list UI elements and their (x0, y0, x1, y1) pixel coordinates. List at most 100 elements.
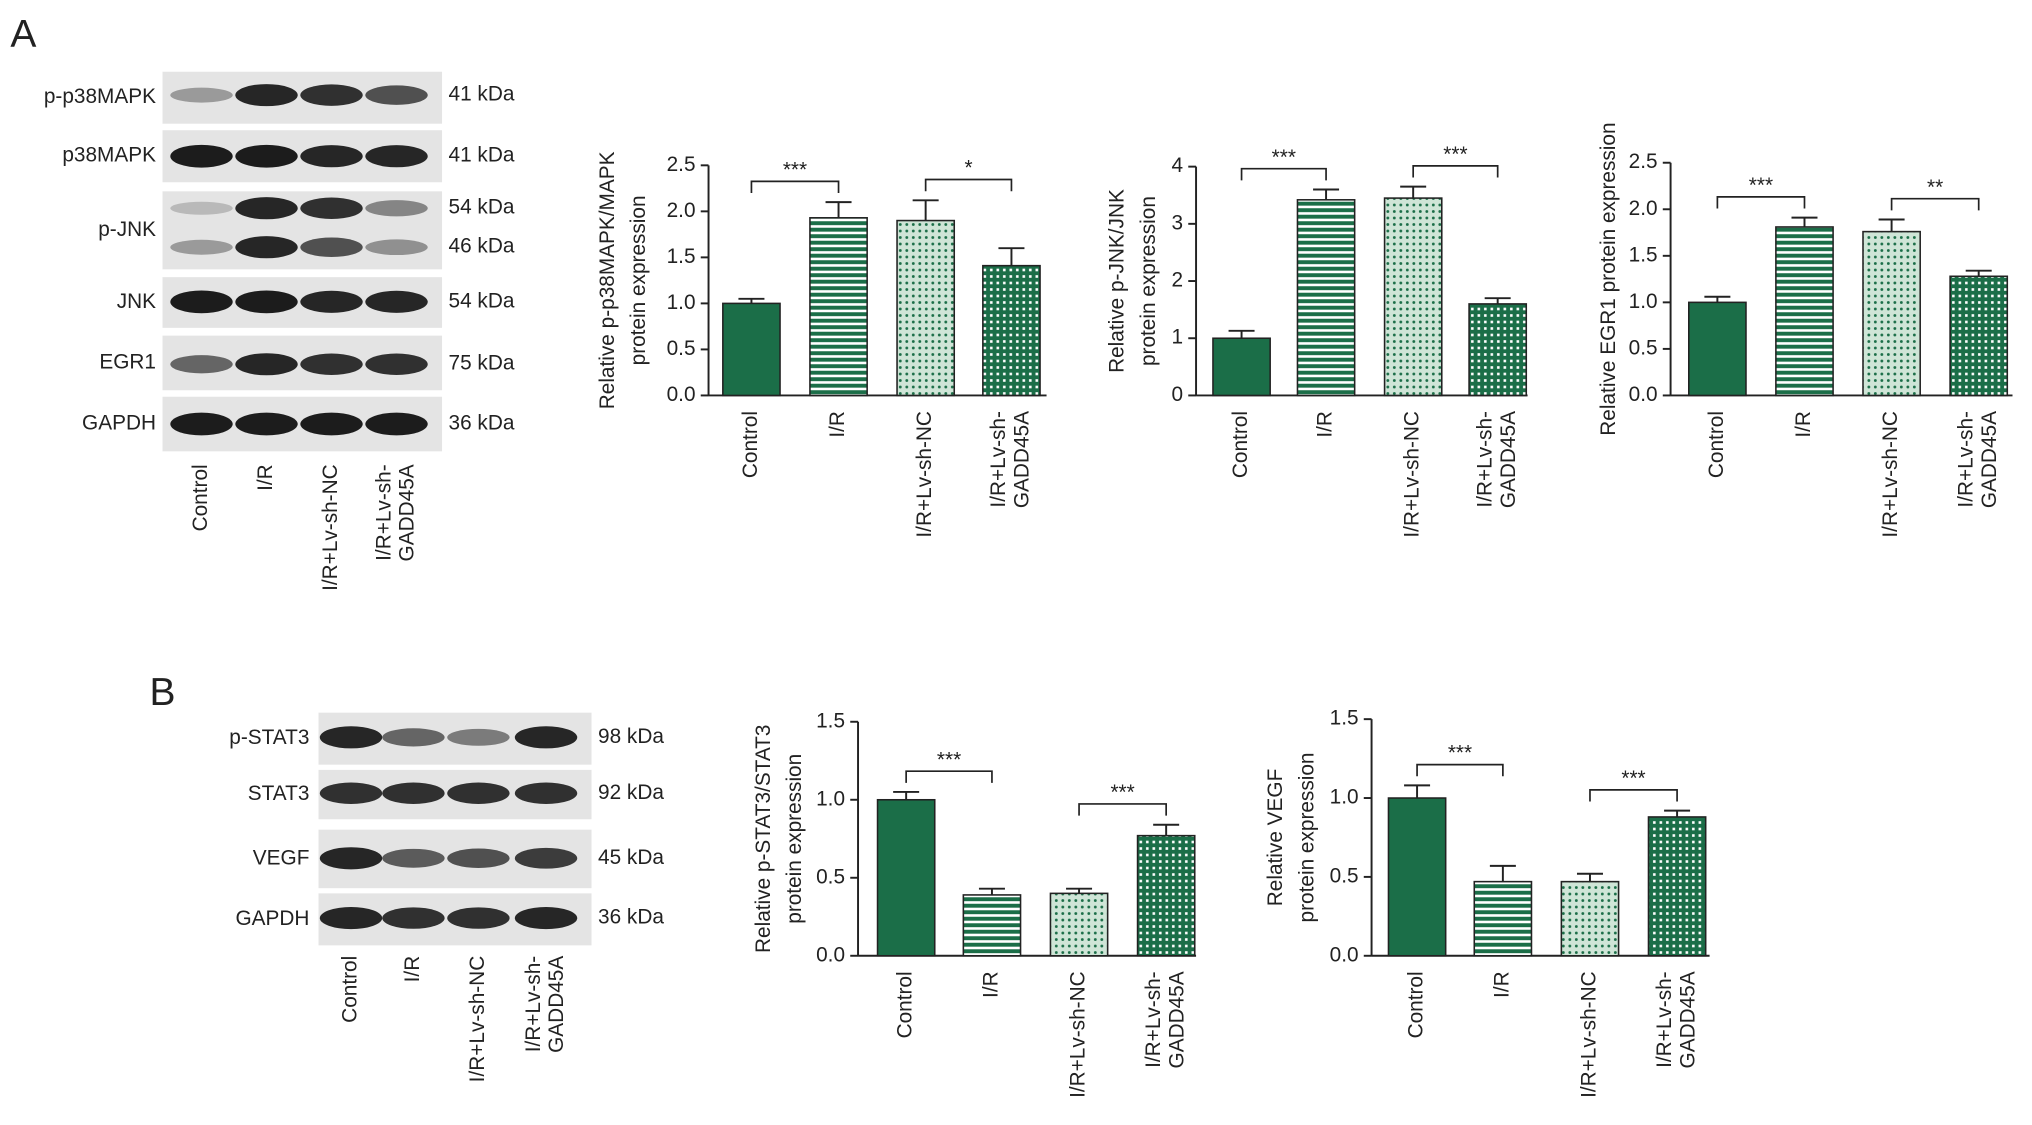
y-axis-label: protein expression (1295, 752, 1318, 922)
x-tick-label: GADD45A (1676, 971, 1699, 1068)
y-tick-label: 2.5 (667, 153, 696, 176)
blot-band (319, 907, 383, 930)
lane-label: GADD45A (545, 956, 568, 1053)
blot-band (447, 848, 510, 869)
blot-band (514, 782, 578, 804)
bar (1049, 892, 1109, 957)
y-tick-label: 0.0 (1330, 943, 1359, 966)
bar (1473, 880, 1533, 957)
y-axis-label: Relative p-JNK/JNK (1106, 189, 1129, 373)
blot-band (300, 84, 363, 106)
y-tick-label: 1.5 (667, 245, 696, 268)
blot-label: EGR1 (99, 350, 156, 373)
significance-label: * (965, 157, 973, 180)
blot-band (319, 726, 383, 749)
blot-band (300, 353, 363, 375)
x-tick-label: I/R+Lv-sh-NC (913, 411, 936, 538)
y-tick-label: 1.0 (1629, 290, 1658, 313)
bar (1468, 303, 1528, 397)
x-tick-label: GADD45A (1165, 971, 1188, 1068)
lane-label: I/R+Lv-sh-NC (319, 464, 342, 591)
y-axis-label: Relative EGR1 protein expression (1597, 122, 1620, 435)
kda-label: 92 kDa (598, 781, 664, 804)
lane-label: I/R (401, 956, 424, 983)
blot-band (170, 239, 233, 255)
x-tick-label: I/R (1792, 411, 1815, 438)
x-tick-label: Control (894, 971, 917, 1038)
y-tick-label: 1.0 (816, 787, 845, 810)
y-tick-label: 1 (1171, 326, 1183, 349)
significance-bracket (1589, 789, 1678, 802)
x-tick-label: Control (1705, 411, 1728, 478)
y-tick-label: 1.0 (667, 291, 696, 314)
blot-band (300, 197, 363, 219)
blot-band (170, 412, 233, 436)
x-tick-label: I/R+Lv-sh- (1954, 411, 1977, 508)
kda-label: 75 kDa (449, 352, 515, 375)
blot-band (447, 782, 510, 804)
blot-band (365, 145, 428, 168)
blot-band (365, 290, 428, 313)
blot-band (235, 144, 298, 168)
y-tick-label: 1.5 (1629, 243, 1658, 266)
x-tick-label: Control (739, 411, 762, 478)
blot-band (514, 847, 578, 869)
blot-label: GAPDH (235, 907, 309, 930)
x-tick-label: I/R+Lv-sh- (987, 411, 1010, 508)
blot-label: p-JNK (98, 218, 156, 241)
x-tick-label: I/R (979, 971, 1002, 998)
y-tick-label: 2.5 (1629, 150, 1658, 173)
y-tick-label: 0.5 (667, 337, 696, 360)
y-tick-label: 0.5 (816, 865, 845, 888)
blot-band (235, 412, 298, 436)
significance-bracket (1412, 165, 1499, 178)
y-axis-label: protein expression (627, 195, 650, 365)
x-tick-label: I/R+Lv-sh- (1653, 971, 1676, 1068)
blot-band (319, 782, 383, 804)
bar (1775, 226, 1834, 397)
blot-band (235, 84, 298, 107)
blot-band (447, 907, 510, 929)
y-tick-label: 3 (1171, 211, 1183, 234)
x-tick-label: I/R+Lv-sh- (1473, 411, 1496, 508)
y-tick-label: 2.0 (667, 199, 696, 222)
x-tick-label: I/R+Lv-sh-NC (1879, 411, 1902, 538)
y-tick-label: 1.5 (1330, 707, 1359, 730)
significance-label: *** (1443, 143, 1467, 166)
blot-band (514, 907, 578, 930)
bar (876, 798, 936, 957)
blot-band (300, 145, 363, 168)
y-tick-label: 2.0 (1629, 197, 1658, 220)
y-tick-label: 0.0 (1629, 383, 1658, 406)
bar (1688, 301, 1747, 397)
blot-band (365, 85, 428, 105)
x-tick-label: I/R (1314, 411, 1337, 438)
bar (1949, 275, 2009, 397)
blot-band (319, 847, 383, 870)
x-tick-label: GADD45A (1497, 411, 1520, 508)
bar (1296, 199, 1356, 397)
x-tick-label: I/R+Lv-sh- (1142, 971, 1165, 1068)
blot-band (382, 907, 445, 929)
significance-bracket (1078, 803, 1168, 816)
blot-band (365, 239, 428, 256)
significance-bracket (905, 770, 993, 783)
significance-label: *** (1621, 767, 1645, 790)
blot-band (382, 782, 445, 804)
blot-band (365, 412, 428, 436)
blot-band (235, 197, 298, 220)
significance-bracket (1240, 167, 1327, 181)
x-tick-label: I/R (1490, 971, 1513, 998)
significance-label: *** (1749, 174, 1773, 197)
blot-strip (162, 191, 443, 270)
kda-label: 54 kDa (449, 196, 515, 219)
bar (1383, 197, 1443, 397)
blot-label: VEGF (253, 846, 310, 869)
significance-label: *** (1110, 781, 1134, 804)
y-tick-label: 0.0 (816, 943, 845, 966)
bar (1387, 797, 1447, 957)
blot-band (365, 200, 428, 217)
bar (1560, 880, 1620, 957)
blot-band (170, 201, 233, 215)
blot-band (447, 728, 510, 746)
